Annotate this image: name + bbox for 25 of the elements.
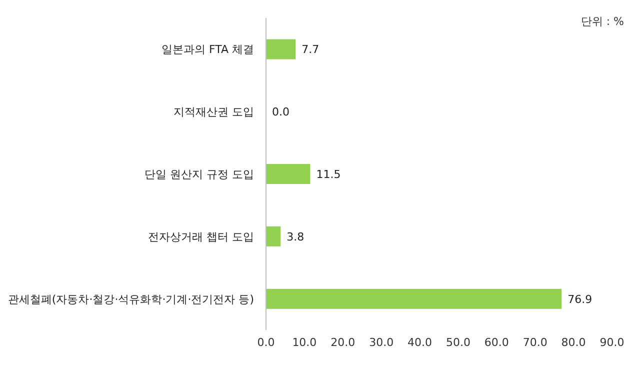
bar xyxy=(266,288,562,309)
data-label: 11.5 xyxy=(316,168,341,181)
x-tick-label: 70.0 xyxy=(522,336,548,349)
x-tick-label: 90.0 xyxy=(600,336,624,349)
annotation: 단위 : % xyxy=(580,14,624,29)
data-label: 7.7 xyxy=(302,43,320,56)
y-tick-label: 지적재산권 도입 xyxy=(174,106,254,119)
x-tick-label: 40.0 xyxy=(408,336,432,349)
x-tick-label: 10.0 xyxy=(292,336,317,349)
x-tick-label: 50.0 xyxy=(446,336,470,349)
data-label: 76.9 xyxy=(568,292,592,306)
y-tick-label: 일본과의 FTA 체결 xyxy=(161,43,254,56)
data-label: 0.0 xyxy=(272,106,290,119)
x-tick-label: 60.0 xyxy=(484,336,509,349)
y-tick-label: 전자상거래 챕터 도입 xyxy=(148,230,254,244)
x-tick-label: 0.0 xyxy=(257,336,275,349)
x-tick-label: 30.0 xyxy=(369,336,394,349)
x-tick-label: 20.0 xyxy=(330,336,356,349)
data-label: 3.8 xyxy=(286,230,304,244)
bar xyxy=(266,164,310,184)
bar xyxy=(266,39,296,60)
bar xyxy=(266,226,281,246)
y-tick-label: 관세철폐(자동차·철강·석유화학·기계·전기전자 등) xyxy=(8,292,254,306)
x-tick-label: 80.0 xyxy=(561,336,586,349)
y-tick-label: 단일 원산지 규정 도입 xyxy=(144,168,254,181)
